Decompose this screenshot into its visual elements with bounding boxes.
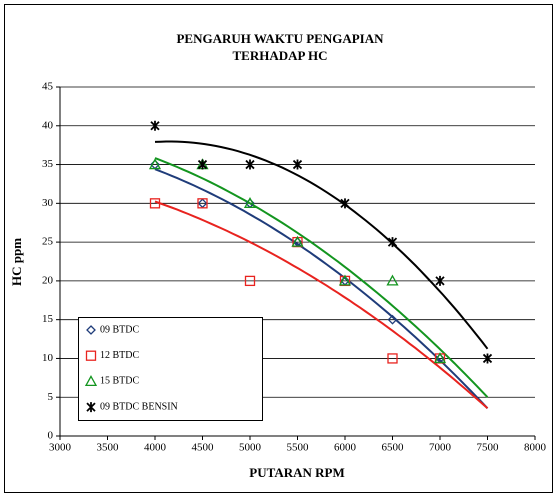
marker [197,159,208,170]
trendline [154,200,489,410]
marker [292,159,303,170]
y-tick-label: 5 [48,391,54,403]
x-tick-label: 4500 [192,442,215,454]
marker [386,274,399,286]
x-tick-label: 5500 [287,442,310,454]
legend-marker [84,375,98,387]
x-tick-label: 7000 [429,442,452,454]
legend-marker [86,402,96,413]
legend-marker [85,350,97,361]
legend-marker [86,325,96,335]
marker [338,274,352,286]
marker [435,275,445,286]
x-tick-label: 5000 [239,442,262,454]
y-tick-label: 0 [48,430,54,442]
x-tick-label: 6000 [334,442,357,454]
y-tick-label: 20 [42,274,54,286]
marker [150,120,160,131]
chart-title: TERHADAP HC [233,48,328,63]
trendline [154,168,489,409]
y-tick-label: 10 [42,352,54,364]
x-tick-label: 3000 [49,442,72,454]
x-tick-label: 4000 [144,442,167,454]
y-tick-label: 45 [42,81,54,93]
marker [197,198,208,209]
x-tick-label: 8000 [524,442,547,454]
marker [387,353,398,364]
legend-label: 09 BTDC [100,324,140,335]
marker [149,198,161,209]
trendline [154,140,489,350]
trendline [154,157,489,398]
y-axis-label: HC ppm [9,238,24,286]
x-tick-label: 7500 [477,442,500,454]
marker [148,158,162,170]
legend-box [78,317,263,421]
marker [433,352,447,364]
legend-label: 15 BTDC [100,376,140,387]
marker [244,275,256,287]
chart-title: PENGARUH WAKTU PENGAPIAN [176,31,384,46]
y-tick-label: 25 [42,236,54,248]
x-tick-label: 3500 [97,442,120,454]
y-tick-label: 40 [42,119,54,131]
y-tick-label: 15 [42,313,54,325]
y-tick-label: 35 [42,158,54,170]
marker [245,159,255,170]
marker [482,353,493,364]
legend-label: 09 BTDC BENSIN [100,401,178,412]
marker [340,198,350,209]
x-tick-label: 6500 [382,442,405,454]
marker [387,314,398,325]
marker [243,196,257,208]
x-axis-label: PUTARAN RPM [249,465,344,480]
y-tick-label: 30 [42,197,54,209]
marker [291,235,304,247]
legend-label: 12 BTDC [100,350,140,361]
marker [387,237,398,248]
